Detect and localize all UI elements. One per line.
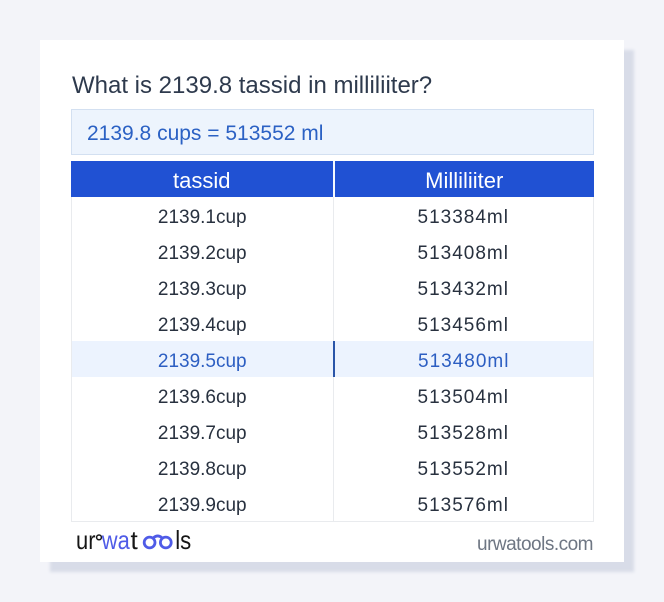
svg-text:ur: ur xyxy=(76,526,96,553)
svg-text:t: t xyxy=(131,526,139,553)
svg-text:wa: wa xyxy=(101,526,130,553)
svg-text:ls: ls xyxy=(175,526,191,553)
